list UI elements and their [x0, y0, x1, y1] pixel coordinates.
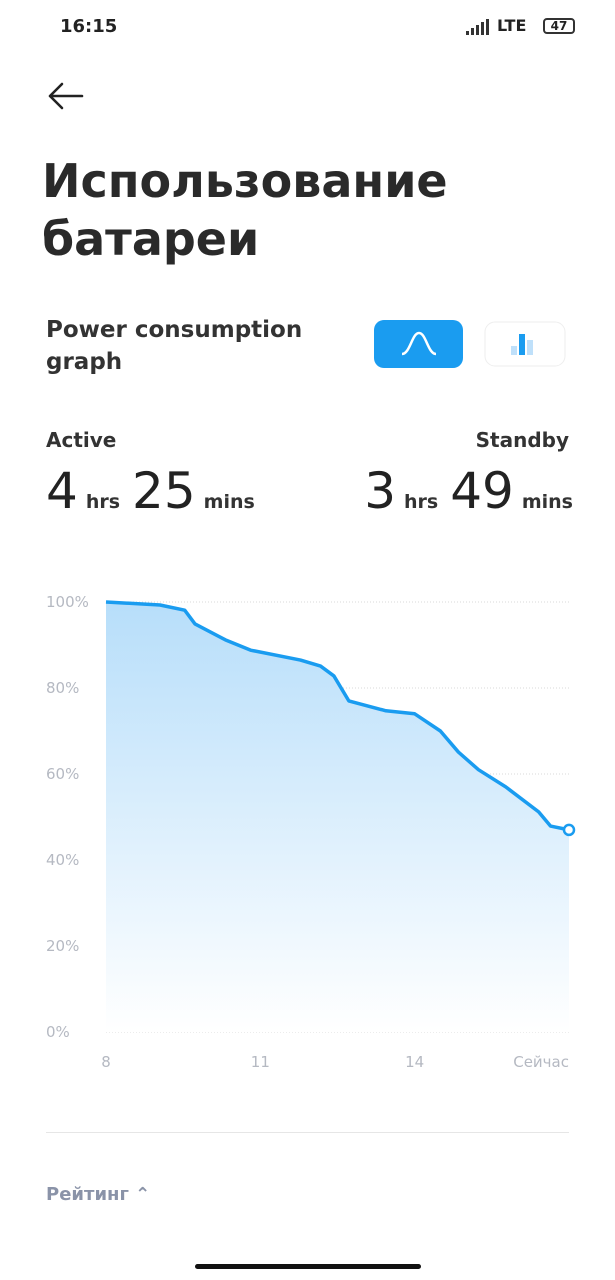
- unit: hrs: [85, 491, 121, 513]
- y-tick-label: 0%: [46, 1023, 70, 1041]
- back-button[interactable]: [48, 82, 84, 110]
- active-label: Active: [46, 428, 117, 452]
- y-tick-label: 100%: [46, 593, 89, 611]
- status-time: 16:15: [60, 16, 118, 37]
- status-battery: 47: [543, 18, 575, 34]
- x-tick-label: 14: [405, 1053, 424, 1071]
- divider: [46, 1132, 569, 1133]
- y-tick-label: 80%: [46, 679, 79, 697]
- y-tick-label: 20%: [46, 937, 79, 955]
- hours: 3: [364, 462, 396, 520]
- hours: 4: [46, 462, 78, 520]
- line: [105, 600, 570, 832]
- x-tick-label: 11: [251, 1053, 270, 1071]
- line-graph-toggle[interactable]: [374, 320, 463, 368]
- chart: 0% 20% 40% 60% 80% 100% 8 11 14 Сейчас: [46, 593, 576, 1071]
- area-fill: [106, 602, 569, 1032]
- x-tick-label: Сейчас: [513, 1053, 569, 1071]
- decor: [48, 19, 566, 368]
- x-tick-label: 8: [101, 1053, 111, 1071]
- section-title: Power consumption graph: [46, 317, 303, 375]
- status-network: LTE: [497, 16, 527, 35]
- y-tick-label: 40%: [46, 851, 79, 869]
- sort-button[interactable]: Рейтинг ⌃: [46, 1184, 151, 1205]
- standby-label: Standby: [475, 428, 569, 452]
- sort-label: Рейтинг: [46, 1184, 129, 1205]
- bar-graph-toggle[interactable]: [484, 321, 566, 367]
- active-time: 4 hrs 25 mins: [46, 462, 259, 520]
- unit: mins: [521, 491, 573, 513]
- standby-time: 3 hrs 49 mins: [364, 462, 573, 520]
- unit: hrs: [404, 491, 439, 513]
- home-indicator: [195, 1264, 421, 1269]
- page-title: Использование батареи: [42, 154, 448, 266]
- minutes: 25: [132, 462, 196, 520]
- y-tick-label: 60%: [46, 765, 79, 783]
- signal-icon: [466, 19, 489, 35]
- minutes: 49: [450, 462, 514, 520]
- current-point: [562, 823, 576, 837]
- unit: mins: [203, 491, 255, 513]
